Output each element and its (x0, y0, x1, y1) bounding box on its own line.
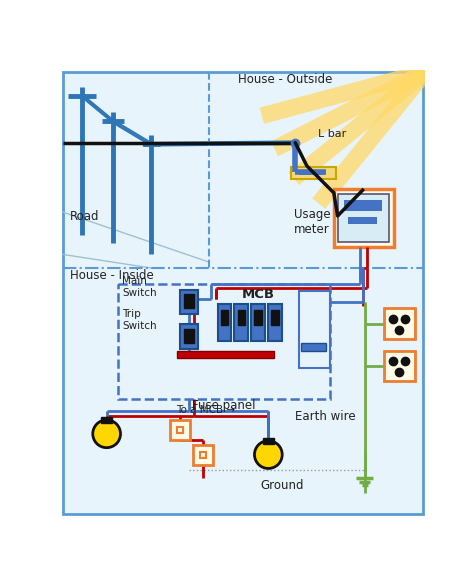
Text: Trip
Switch: Trip Switch (122, 310, 157, 331)
Bar (299, 291, 330, 368)
Bar (200, 451, 206, 458)
Circle shape (93, 420, 120, 448)
Bar (177, 351, 273, 358)
Bar (180, 324, 198, 349)
Bar (170, 420, 190, 440)
Bar (101, 417, 112, 423)
Bar (263, 438, 273, 444)
Text: House - Inside: House - Inside (70, 269, 154, 282)
Bar (237, 310, 245, 325)
Bar (301, 343, 326, 351)
Text: Ground: Ground (261, 479, 304, 492)
Bar (255, 310, 262, 325)
Bar (235, 304, 248, 340)
Bar (334, 189, 394, 246)
Bar (251, 304, 265, 340)
Bar (220, 310, 228, 325)
Bar (347, 217, 377, 224)
Bar (177, 427, 183, 433)
Bar (184, 295, 194, 309)
Text: L bar: L bar (319, 129, 346, 139)
Text: To a MCB →: To a MCB → (176, 405, 235, 415)
Circle shape (255, 441, 282, 469)
Text: Earth wire: Earth wire (295, 410, 356, 423)
Bar (184, 329, 194, 343)
Bar (218, 304, 231, 340)
Text: Usage
meter: Usage meter (294, 208, 330, 236)
Text: House - Outside: House - Outside (237, 74, 332, 86)
Bar (193, 445, 213, 465)
Text: MCB: MCB (241, 288, 274, 300)
Bar (118, 284, 330, 399)
Bar (272, 310, 279, 325)
Text: Fuse panel: Fuse panel (192, 399, 255, 412)
Bar (180, 290, 198, 314)
Bar (344, 200, 383, 211)
Bar (292, 168, 336, 179)
Bar (384, 309, 415, 339)
Bar (268, 304, 282, 340)
Bar (384, 351, 415, 382)
Bar (338, 194, 389, 242)
Bar (299, 171, 324, 175)
Text: Road: Road (70, 210, 99, 223)
Text: Main
Switch: Main Switch (122, 277, 157, 298)
